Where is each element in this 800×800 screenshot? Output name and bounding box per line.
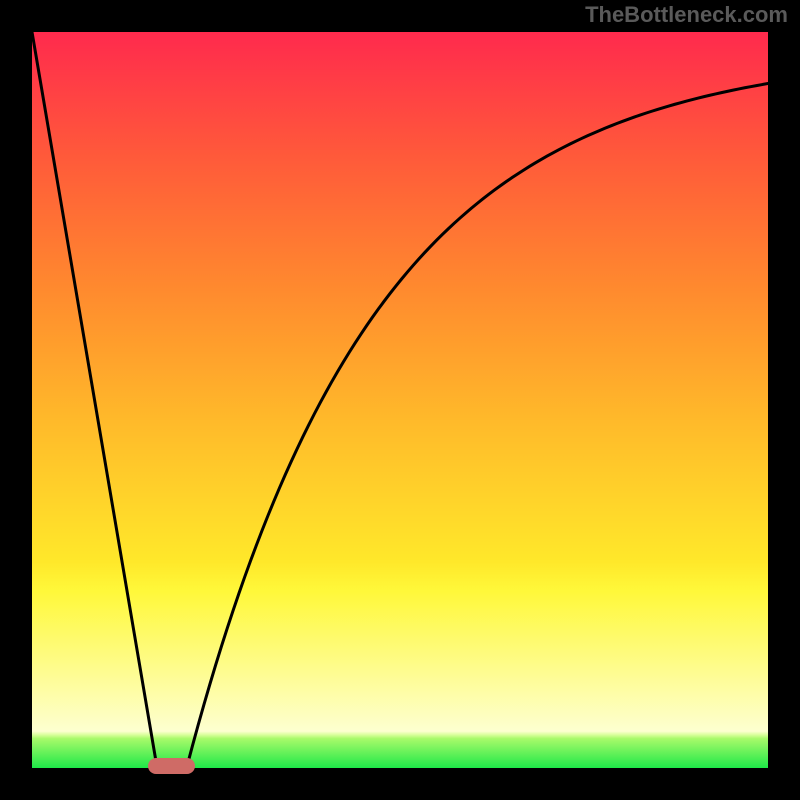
right-curve [187,84,768,768]
bottleneck-marker [148,758,195,773]
left-line [32,32,157,768]
attribution-text: TheBottleneck.com [585,2,788,28]
plot-area [32,32,768,768]
curve-layer [32,32,768,768]
chart-container: TheBottleneck.com [0,0,800,800]
